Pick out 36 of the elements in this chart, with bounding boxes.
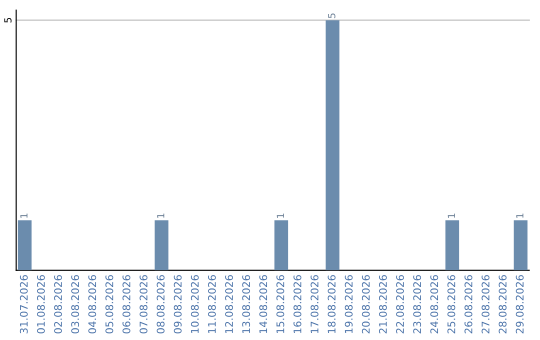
data-label: 1 bbox=[20, 214, 28, 218]
x-tick-label: 31.07.2026 bbox=[20, 275, 28, 334]
x-tick-label: 26.08.2026 bbox=[464, 275, 472, 334]
x-tick-label: 11.08.2026 bbox=[208, 275, 216, 333]
x-tick-label: 05.08.2026 bbox=[105, 275, 114, 334]
x-tick-label: 14.08.2026 bbox=[259, 275, 268, 333]
x-tick-label: 28.08.2026 bbox=[498, 275, 507, 334]
x-tick-label: 22.08.2026 bbox=[396, 275, 404, 334]
x-tick-label: 21.08.2026 bbox=[378, 275, 387, 334]
x-tick-label: 01.08.2026 bbox=[36, 275, 45, 334]
x-tick-label: 04.08.2026 bbox=[88, 275, 96, 334]
x-tick-label: 27.08.2026 bbox=[482, 275, 490, 334]
x-tick-label: 15.08.2026 bbox=[276, 275, 284, 333]
x-tick-label: 03.08.2026 bbox=[71, 275, 80, 334]
x-tick-label: 23.08.2026 bbox=[413, 275, 422, 334]
x-tick-label: 09.08.2026 bbox=[174, 275, 182, 334]
x-tick-label: 16.08.2026 bbox=[293, 275, 302, 333]
x-tick-label: 25.08.2026 bbox=[447, 275, 456, 334]
x-tick-label: 07.08.2026 bbox=[140, 275, 148, 334]
x-tick-label: 17.08.2026 bbox=[310, 275, 318, 333]
x-tick-label: 24.08.2026 bbox=[430, 275, 438, 334]
data-label: 5 bbox=[328, 13, 336, 18]
data-label: 1 bbox=[157, 214, 164, 218]
x-tick-label: 18.08.2026 bbox=[328, 275, 336, 333]
data-label: 1 bbox=[516, 214, 524, 218]
data-label: 1 bbox=[276, 214, 284, 218]
x-tick-label: 10.08.2026 bbox=[190, 275, 199, 333]
x-tick-label: 08.08.2026 bbox=[156, 275, 165, 334]
x-tick-label: 20.08.2026 bbox=[362, 275, 370, 334]
x-tick-label: 06.08.2026 bbox=[122, 275, 130, 334]
x-tick-label: 19.08.2026 bbox=[344, 275, 353, 333]
x-tick-label: 29.08.2026 bbox=[516, 275, 524, 334]
x-tick-label: 13.08.2026 bbox=[242, 275, 250, 333]
x-tick-label: 02.08.2026 bbox=[54, 275, 62, 334]
x-tick-label: 12.08.2026 bbox=[225, 275, 233, 333]
data-label: 1 bbox=[448, 214, 455, 218]
